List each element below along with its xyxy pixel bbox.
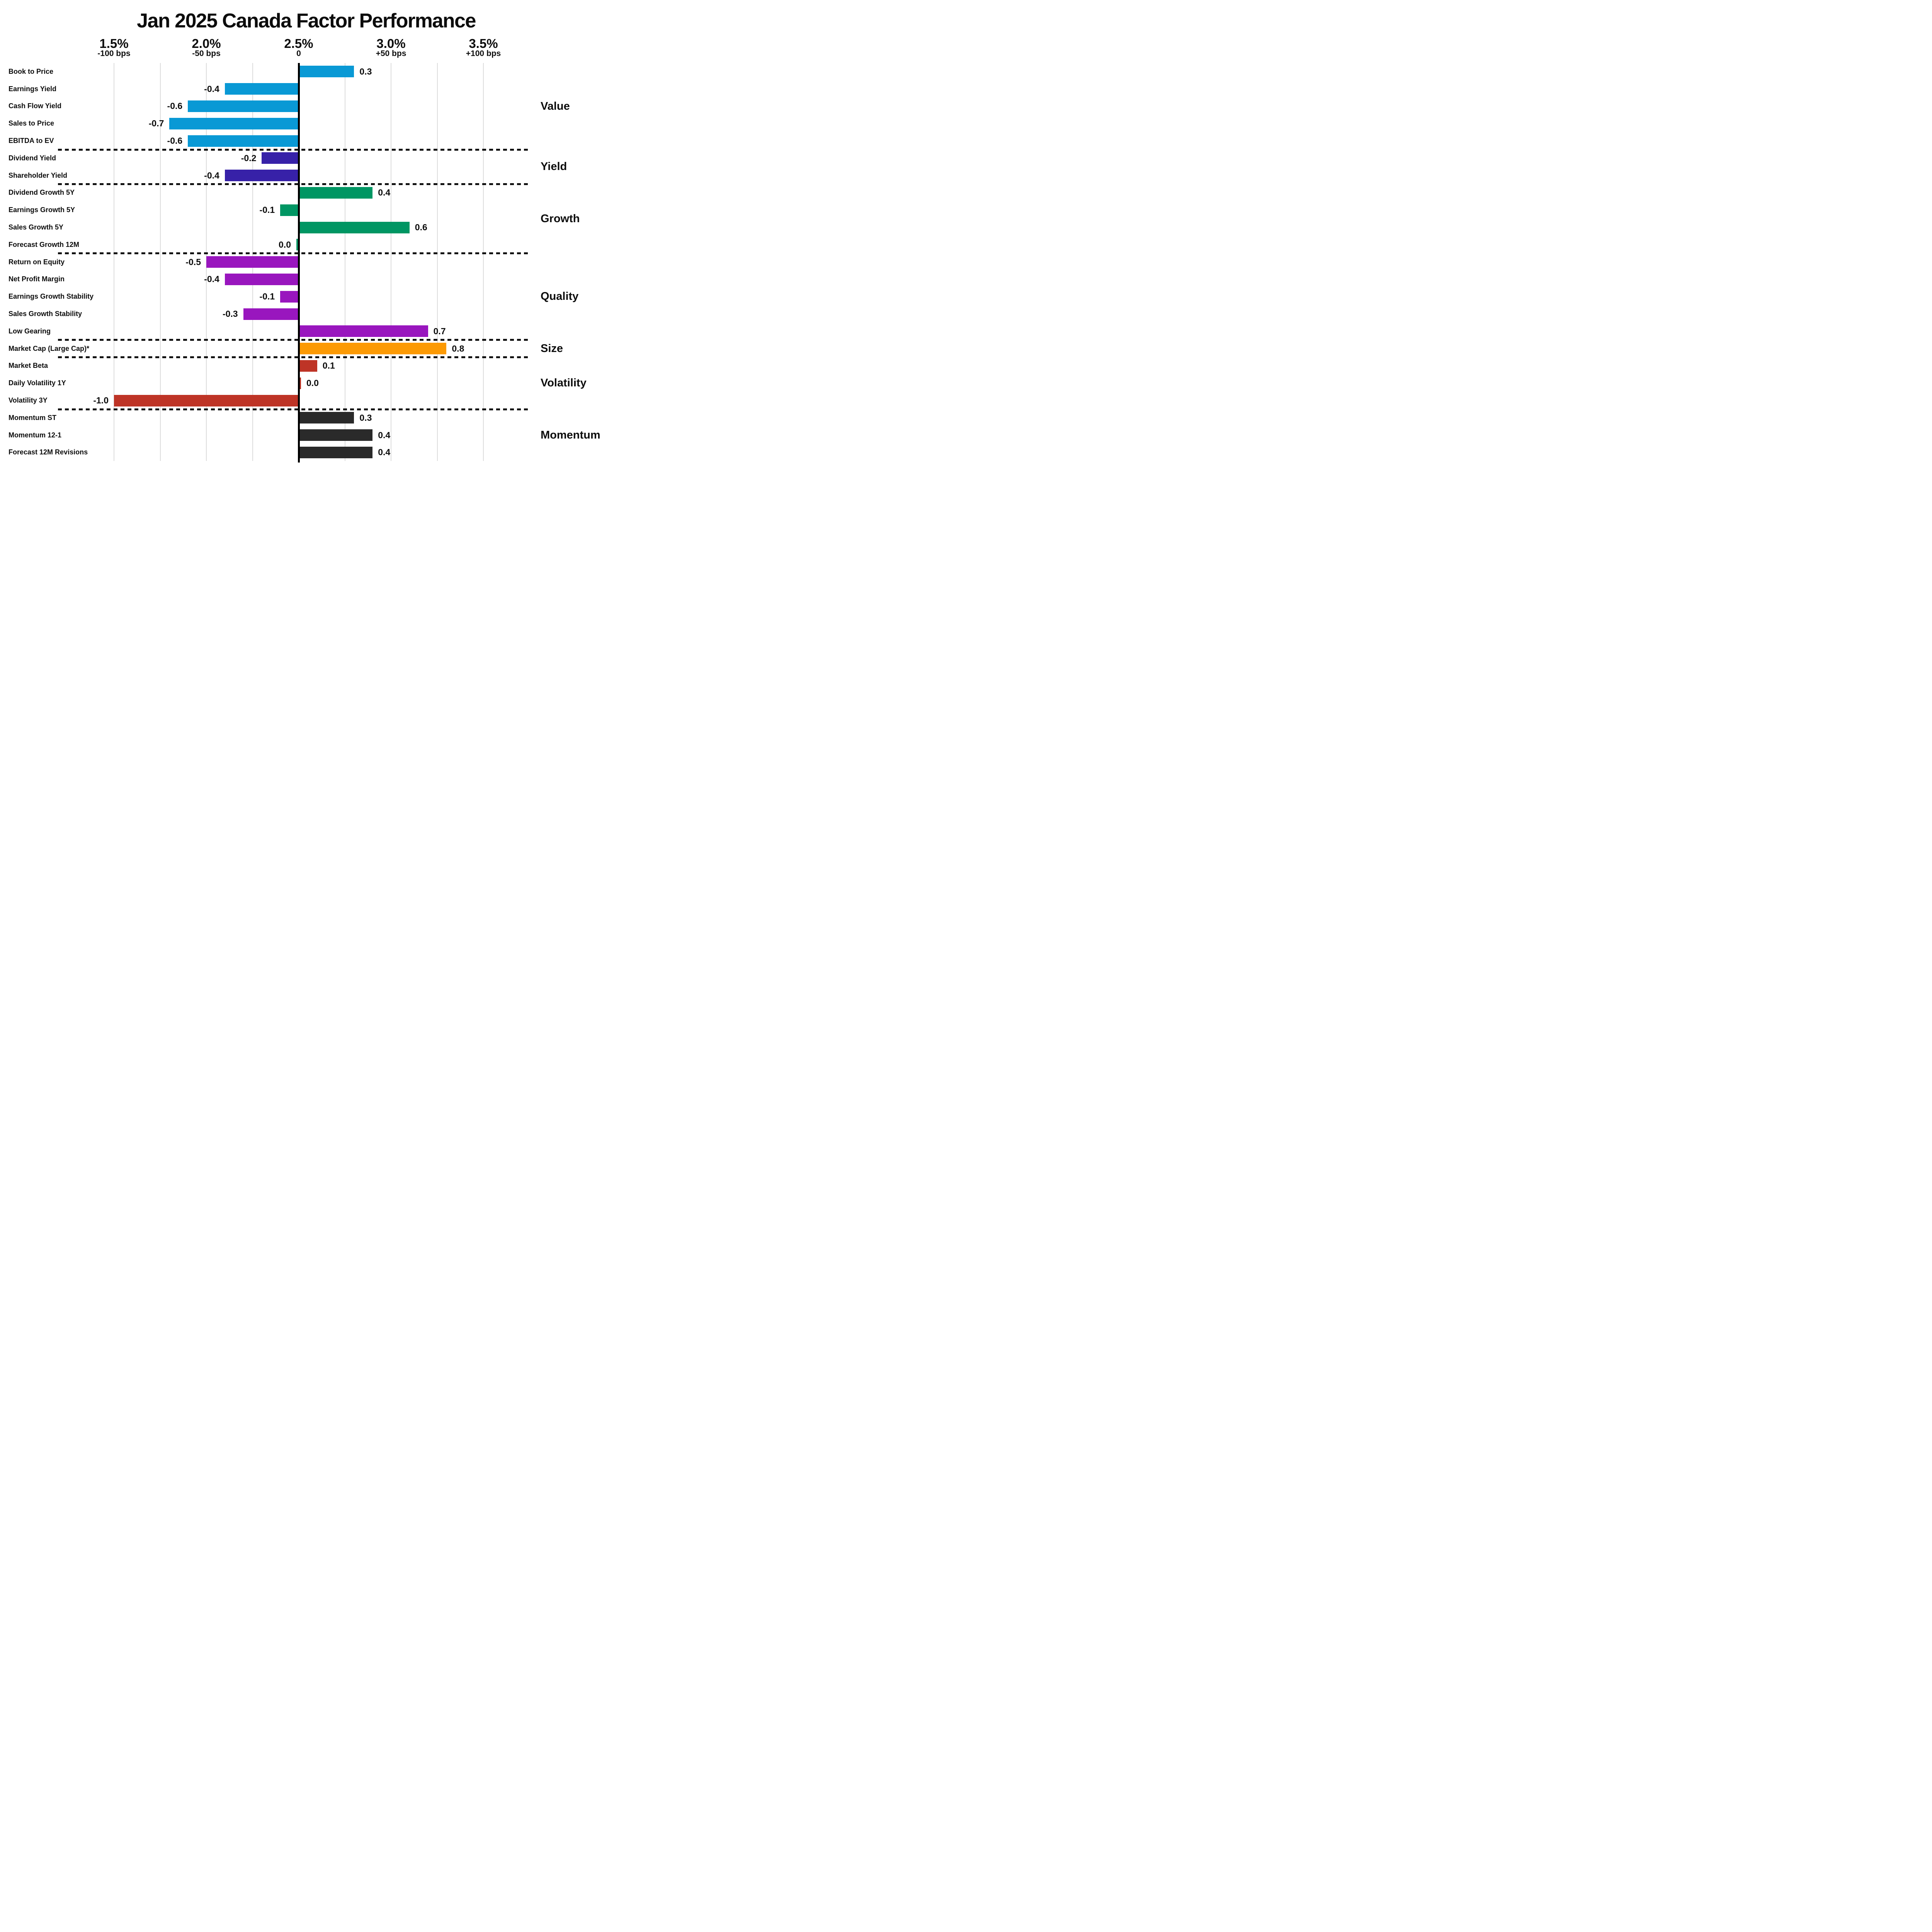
bar-value-label: -0.5 (185, 257, 201, 267)
factor-label: Market Cap (Large Cap)* (9, 344, 90, 352)
bar-value-label: 0.0 (306, 378, 319, 388)
bar (299, 429, 373, 441)
axis-tick-percent: 3.0% (376, 36, 406, 51)
bar (262, 152, 299, 164)
bar (299, 221, 410, 233)
factor-label: Earnings Yield (9, 85, 57, 93)
bar-value-label: -0.4 (204, 83, 219, 94)
group-label-value: Value (541, 100, 570, 112)
bar-value-label: 0.4 (378, 187, 391, 198)
factor-label: EBITDA to EV (9, 137, 54, 145)
factor-label: Sales Growth 5Y (9, 223, 64, 231)
bar (224, 170, 299, 182)
group-label-momentum: Momentum (541, 429, 600, 441)
factor-label: Forecast Growth 12M (9, 240, 80, 248)
bar (299, 360, 317, 372)
bar-value-label: 0.7 (433, 326, 446, 336)
axis-tick-bps: 0 (296, 49, 301, 58)
bar (224, 274, 299, 285)
bar (169, 117, 299, 129)
bar (296, 239, 299, 251)
group-separator (58, 408, 530, 410)
axis-tick-bps: -50 bps (192, 49, 221, 58)
factor-label: Book to Price (9, 67, 54, 75)
axis-tick-percent: 3.5% (469, 36, 498, 51)
factor-label: Market Beta (9, 362, 48, 370)
bar (299, 447, 373, 458)
bar (299, 412, 354, 424)
axis-tick-percent: 2.5% (284, 36, 313, 51)
factor-label: Earnings Growth 5Y (9, 206, 75, 214)
factor-label: Return on Equity (9, 258, 65, 266)
group-separator (58, 252, 530, 255)
factor-label: Sales to Price (9, 119, 54, 128)
zero-line (298, 63, 300, 463)
bar-value-label: -1.0 (93, 395, 109, 406)
factor-label: Dividend Growth 5Y (9, 189, 75, 197)
bar-value-label: 0.4 (378, 430, 391, 440)
factor-label: Net Profit Margin (9, 275, 65, 283)
bar (224, 83, 299, 95)
factor-label: Daily Volatility 1Y (9, 379, 66, 387)
factor-label: Dividend Yield (9, 154, 56, 162)
group-label-size: Size (541, 342, 563, 355)
bar-value-label: -0.6 (167, 101, 183, 111)
factor-label: Shareholder Yield (9, 171, 68, 179)
group-separator (58, 339, 530, 341)
bar-value-label: 0.3 (359, 412, 372, 423)
chart-title: Jan 2025 Canada Factor Performance (137, 10, 476, 32)
group-label-yield: Yield (541, 160, 567, 173)
group-separator (58, 356, 530, 359)
bar-value-label: -0.6 (167, 136, 183, 146)
factor-label: Volatility 3Y (9, 396, 48, 405)
bar (188, 100, 299, 112)
gridline (437, 63, 438, 461)
factor-label: Earnings Growth Stability (9, 293, 94, 301)
factor-label: Sales Growth Stability (9, 310, 82, 318)
factor-label: Forecast 12M Revisions (9, 448, 88, 456)
bar (280, 291, 299, 303)
bar (243, 308, 299, 320)
bar-value-label: -0.3 (222, 309, 238, 319)
bar-value-label: 0.3 (359, 66, 372, 77)
axis-tick-bps: +100 bps (466, 49, 501, 58)
bar-value-label: -0.7 (148, 118, 164, 129)
bar (206, 256, 299, 268)
group-label-growth: Growth (541, 212, 580, 225)
bar (280, 204, 299, 216)
bar-value-label: -0.4 (204, 170, 219, 180)
bar (299, 187, 373, 199)
bar (114, 395, 299, 406)
bar (299, 343, 447, 355)
bar-value-label: -0.4 (204, 274, 219, 284)
bar-value-label: 0.0 (279, 239, 291, 250)
factor-label: Momentum ST (9, 413, 56, 422)
bar (299, 377, 301, 389)
factor-label: Momentum 12-1 (9, 431, 62, 439)
bar-value-label: 0.6 (415, 222, 427, 233)
factor-performance-chart: Jan 2025 Canada Factor Performance 1.5% -… (0, 0, 612, 467)
axis-tick-percent: 1.5% (99, 36, 129, 51)
bar-value-label: -0.1 (259, 205, 275, 215)
axis-tick-bps: -100 bps (97, 49, 131, 58)
bar-value-label: -0.2 (241, 153, 257, 163)
gridline (160, 63, 161, 461)
axis-tick-percent: 2.0% (192, 36, 221, 51)
bar (299, 66, 354, 78)
bar-value-label: 0.4 (378, 447, 391, 457)
gridline (483, 63, 484, 461)
axis-tick-bps: +50 bps (376, 49, 406, 58)
group-separator (58, 183, 530, 185)
bar (299, 325, 428, 337)
group-label-quality: Quality (541, 290, 579, 303)
bar (188, 135, 299, 147)
group-separator (58, 148, 530, 151)
bar-value-label: 0.8 (452, 343, 464, 354)
factor-label: Low Gearing (9, 327, 51, 335)
group-label-volatility: Volatility (541, 377, 587, 389)
factor-label: Cash Flow Yield (9, 102, 62, 110)
bar-value-label: 0.1 (322, 361, 335, 371)
bar-value-label: -0.1 (259, 291, 275, 302)
